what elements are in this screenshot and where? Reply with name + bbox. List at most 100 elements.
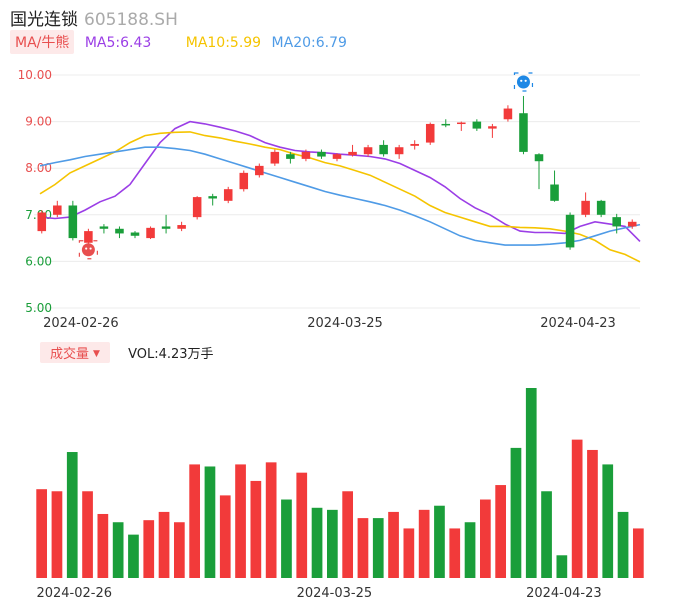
candle-body — [84, 231, 93, 243]
candle-body — [130, 232, 140, 236]
ma20-line — [39, 146, 641, 246]
volume-bar — [372, 518, 384, 578]
volume-bar — [479, 499, 491, 578]
marker-frame — [513, 72, 534, 92]
candle-body — [53, 205, 62, 215]
candle-body — [394, 147, 404, 155]
volume-bar — [388, 511, 399, 578]
candle-body — [286, 154, 295, 159]
moving-average-lines — [39, 120, 641, 263]
candle-body — [177, 225, 186, 229]
volume-toggle-label: 成交量 — [50, 347, 90, 362]
y-tick-label: 6.00 — [25, 254, 52, 268]
candle-body — [239, 172, 249, 190]
volume-bar — [250, 480, 262, 578]
candle-body — [332, 154, 342, 159]
candle-body — [37, 212, 47, 232]
candle-body — [317, 151, 326, 157]
stock-title: 国光连锁 605188.SH — [10, 5, 178, 30]
stock-name: 国光连锁 — [10, 10, 78, 30]
volume-bars — [36, 388, 644, 578]
volume-bar — [204, 466, 216, 578]
price-y-axis: 10.009.008.007.006.005.00 — [18, 68, 52, 315]
y-tick-label: 10.00 — [18, 68, 52, 82]
candle-body — [115, 228, 124, 234]
candle-body — [612, 217, 621, 227]
ma10-line — [39, 131, 641, 263]
candle-body — [503, 108, 513, 120]
volume-bar — [403, 528, 415, 578]
candle-body — [363, 147, 373, 155]
ma10-label: MA10:5.99 — [185, 35, 262, 51]
volume-bar — [235, 464, 246, 578]
volume-bar — [189, 464, 201, 578]
ma-toggle-button[interactable]: MA/牛熊 — [10, 30, 75, 54]
volume-x-tick-label: 2024-03-25 — [297, 586, 373, 601]
volume-x-axis: 2024-02-26 2024-03-25 2024-04-23 — [36, 586, 601, 601]
volume-bar — [265, 462, 277, 578]
volume-bar — [82, 491, 93, 578]
volume-bar — [342, 491, 354, 578]
candle-body — [581, 200, 590, 215]
candle-body — [255, 165, 264, 176]
volume-bar — [418, 509, 430, 578]
volume-bar — [219, 495, 231, 578]
candle-body — [565, 214, 575, 248]
candle-body — [441, 123, 451, 126]
marker-dot — [516, 75, 530, 89]
volume-bar — [97, 513, 109, 578]
candle-body — [534, 154, 544, 162]
volume-bar — [556, 555, 568, 578]
volume-bar — [357, 518, 369, 578]
candle-body — [627, 221, 637, 227]
bull-marker-icon — [78, 240, 98, 260]
volume-bar — [296, 472, 308, 578]
candle-body — [68, 205, 78, 239]
marker-eye — [524, 79, 527, 82]
price-x-axis: 2024-02-26 2024-03-25 2024-04-23 — [43, 316, 616, 331]
ma5-line — [39, 120, 641, 242]
volume-bar — [143, 520, 155, 578]
y-tick-label: 5.00 — [25, 301, 52, 315]
candle-body — [301, 151, 311, 159]
volume-bar — [66, 452, 78, 578]
marker-dot — [81, 243, 95, 257]
candle-body — [550, 184, 559, 201]
y-tick-label: 8.00 — [25, 161, 52, 175]
candle-body — [99, 226, 109, 229]
volume-bar — [587, 449, 598, 578]
volume-bar — [464, 522, 476, 578]
volume-legend: 成交量 ▼ VOL:4.23万手 — [40, 342, 214, 363]
volume-bar — [128, 534, 139, 578]
volume-x-tick-label: 2024-02-26 — [36, 586, 112, 601]
marker-eye — [520, 79, 523, 82]
volume-bar — [51, 491, 63, 578]
price-grid — [34, 74, 640, 309]
candle-body — [208, 196, 217, 199]
caret-down-icon: ▼ — [93, 349, 100, 359]
candle-body — [488, 126, 497, 129]
x-tick-label: 2024-04-23 — [540, 316, 616, 331]
candle-body — [348, 151, 357, 156]
candle-body — [410, 143, 419, 146]
marker-eye — [89, 247, 92, 250]
x-tick-label: 2024-02-26 — [43, 316, 119, 331]
x-tick-label: 2024-03-25 — [307, 316, 383, 331]
volume-bar — [112, 522, 124, 578]
marker-eye — [85, 247, 88, 250]
volume-readout: VOL:4.23万手 — [128, 347, 214, 362]
volume-indicator-dropdown[interactable]: 成交量 ▼ — [40, 342, 110, 363]
volume-bar — [326, 509, 338, 578]
volume-bar — [510, 447, 522, 578]
candle-body — [270, 151, 280, 164]
volume-bar — [602, 464, 614, 578]
volume-bar — [434, 505, 445, 578]
stock-code: 605188.SH — [84, 10, 178, 30]
volume-bar — [495, 485, 507, 578]
candle-body — [192, 197, 202, 218]
candle-body — [425, 123, 435, 143]
ma5-label: MA5:6.43 — [84, 35, 152, 51]
candles — [37, 95, 637, 250]
bear-marker-icon — [513, 72, 534, 92]
